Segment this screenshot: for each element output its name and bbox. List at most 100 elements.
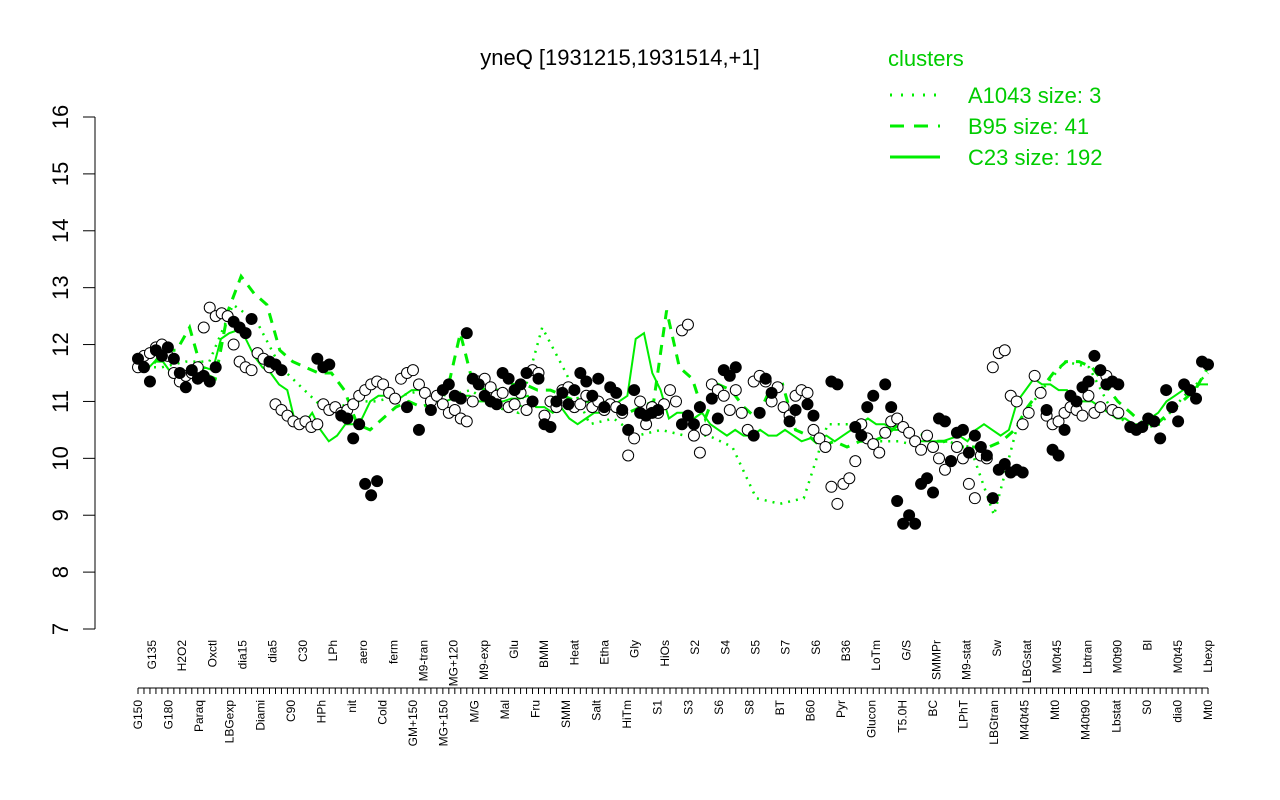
data-point-filled (203, 375, 216, 388)
data-point-open (807, 423, 820, 436)
data-point-filled (143, 375, 156, 388)
x-tick-label: M40t45 (1018, 700, 1032, 740)
data-point-filled (502, 372, 515, 385)
data-point-filled (622, 423, 635, 436)
x-tick-label: BC (926, 700, 940, 717)
data-point-filled (359, 477, 372, 490)
y-tick-label: 16 (48, 105, 73, 129)
data-point-filled (747, 429, 760, 442)
y-tick-label: 14 (48, 219, 73, 243)
data-point-filled (323, 358, 336, 371)
y-tick-label: 9 (48, 509, 73, 521)
data-point-filled (956, 423, 969, 436)
x-tick-label: S7 (779, 640, 793, 655)
data-point-filled (568, 384, 581, 397)
data-point-filled (628, 384, 641, 397)
legend-entry-2: B95 size: 41 (968, 114, 1089, 139)
x-tick-label: nit (345, 699, 359, 712)
x-tick-label: B60 (804, 700, 818, 722)
data-point-filled (998, 458, 1011, 471)
data-point-open (448, 403, 461, 416)
data-point-filled (442, 378, 455, 391)
data-point-open (406, 364, 419, 377)
data-point-filled (1082, 375, 1095, 388)
data-point-open (203, 301, 216, 314)
x-tick-label: BMM (537, 640, 551, 668)
data-point-open (933, 452, 946, 465)
data-point-open (377, 378, 390, 391)
data-point-open (968, 492, 981, 505)
data-point-open (418, 386, 431, 399)
data-point-open (1010, 395, 1023, 408)
data-point-filled (311, 352, 324, 365)
x-tick-label: HiOs (658, 640, 672, 667)
data-point-open (873, 446, 886, 459)
data-point-filled (275, 364, 288, 377)
x-tick-label: HiTm (620, 700, 634, 729)
data-point-open (412, 378, 425, 391)
data-point-open (723, 403, 736, 416)
data-point-open (520, 403, 533, 416)
data-point-filled (879, 378, 892, 391)
x-tick-label: LBGexp (223, 700, 237, 744)
data-point-open (508, 398, 521, 411)
data-point-filled (544, 421, 557, 434)
x-tick-label: MG+150 (437, 700, 451, 747)
data-point-filled (132, 352, 144, 365)
data-point-filled (693, 401, 706, 414)
data-point-open (1112, 406, 1125, 419)
y-tick-label: 12 (48, 332, 73, 356)
x-tick-label: LBGtran (987, 700, 1001, 745)
data-point-filled (155, 349, 168, 362)
data-point-open (915, 443, 928, 456)
x-tick-label: MG+120 (447, 640, 461, 687)
x-tick-label: S8 (742, 700, 756, 715)
data-point-open (574, 398, 587, 411)
data-point-filled (472, 378, 485, 391)
x-axis: G150 G180 Paraq LBGexp Diami C90 HPh nit Cold GM+… (131, 639, 1215, 746)
x-tick-label: Mt0 (1048, 700, 1062, 720)
data-point-filled (831, 378, 844, 391)
legend-entry-1: A1043 size: 3 (968, 83, 1101, 108)
data-point-filled (903, 509, 916, 522)
legend: clusters A1043 size: 3 B95 size: 41 C23 … (888, 46, 1103, 170)
data-point-filled (807, 409, 820, 422)
data-point-open (687, 429, 700, 442)
data-point-open (1034, 386, 1047, 399)
data-point-filled (556, 386, 569, 399)
data-point-open (1094, 401, 1107, 414)
data-point-filled (867, 389, 880, 402)
data-point-filled (424, 403, 437, 416)
data-point-filled (765, 386, 778, 399)
data-point-open (622, 449, 635, 462)
data-point-filled (855, 429, 868, 442)
y-axis: 7 8 9 10 11 12 13 14 15 16 (48, 105, 96, 635)
data-point-filled (1016, 466, 1029, 479)
x-tick-label: S3 (681, 700, 695, 715)
data-point-open (681, 318, 694, 331)
data-point-filled (1070, 395, 1083, 408)
data-point-filled (801, 398, 814, 411)
data-point-filled (909, 517, 922, 530)
x-tick-label: LBGstat (1020, 639, 1034, 683)
data-point-open (950, 440, 963, 453)
x-tick-label: Mal (498, 700, 512, 719)
data-point-filled (365, 489, 378, 502)
data-point-open (825, 480, 838, 493)
data-point-filled (1202, 358, 1214, 371)
x-tick-label: B36 (839, 640, 853, 662)
data-point-filled (412, 423, 425, 436)
data-point-open (1022, 406, 1035, 419)
data-point-filled (1190, 392, 1203, 405)
line-series-b95 (138, 273, 1210, 449)
data-point-filled (753, 406, 766, 419)
legend-entry-3: C23 size: 192 (968, 145, 1103, 170)
x-tick-label: S6 (712, 700, 726, 715)
data-point-open (879, 426, 892, 439)
x-tick-label: Lbtran (1080, 640, 1094, 674)
data-point-open (496, 386, 509, 399)
x-tick-label: Lbexp (1201, 640, 1215, 673)
data-point-filled (861, 401, 874, 414)
data-point-filled (885, 401, 898, 414)
data-point-filled (209, 361, 222, 374)
